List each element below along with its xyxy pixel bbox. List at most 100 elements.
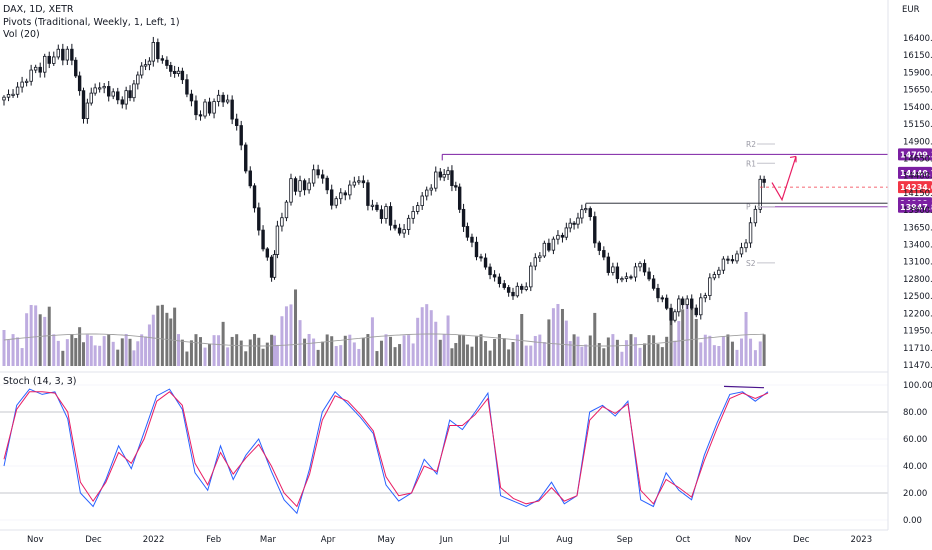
volume-bar xyxy=(602,348,606,366)
candle-body xyxy=(633,266,638,278)
time-tick-label: Dec xyxy=(793,535,810,545)
candle-body xyxy=(15,86,20,95)
candle xyxy=(620,276,624,283)
candle xyxy=(656,283,660,303)
candle xyxy=(520,283,524,294)
volume-bar xyxy=(316,349,320,366)
candle-body xyxy=(139,65,144,76)
candle-body xyxy=(180,70,185,81)
volume-bar xyxy=(593,312,597,366)
volume-bar xyxy=(669,312,673,366)
volume-bar xyxy=(643,343,647,366)
candle-body xyxy=(160,58,165,61)
candle-body xyxy=(156,42,160,60)
volume-bar xyxy=(703,334,707,366)
candle xyxy=(2,95,6,106)
candle-body xyxy=(429,187,433,191)
stoch-line-d xyxy=(3,391,769,508)
price-tick-label: 14150.00 xyxy=(903,189,932,199)
candle-body xyxy=(446,170,450,175)
volume-bar xyxy=(502,338,506,366)
volume-bar xyxy=(265,342,269,366)
volume-bar xyxy=(375,351,379,366)
volume-bar xyxy=(330,336,334,366)
candle-body xyxy=(397,227,402,234)
price-tick-label: 12200.00 xyxy=(903,309,932,319)
candle xyxy=(556,230,560,245)
candle-body xyxy=(680,298,685,306)
candle xyxy=(533,253,538,271)
volume-bar xyxy=(660,347,664,366)
volume-bar xyxy=(744,312,748,366)
candle-body xyxy=(361,180,366,184)
price-tick-label: 13400.00 xyxy=(903,241,932,251)
volume-bar xyxy=(730,341,734,366)
candle xyxy=(762,175,766,188)
candle xyxy=(551,236,556,255)
candle xyxy=(151,36,156,67)
candle xyxy=(633,262,638,282)
candle xyxy=(298,175,302,197)
candle-body xyxy=(588,208,592,218)
candle-body xyxy=(89,92,93,104)
volume-bar xyxy=(128,338,132,366)
candle-body xyxy=(212,101,216,114)
candle xyxy=(542,240,547,258)
price-box-label: 14440.78 xyxy=(900,169,932,178)
volume-bar xyxy=(542,342,546,366)
volume-bar xyxy=(147,324,151,366)
candle xyxy=(320,169,325,184)
candle-body xyxy=(717,269,721,275)
price-box xyxy=(898,166,932,179)
volume-bar xyxy=(529,345,533,366)
candle-body xyxy=(502,283,506,288)
candle xyxy=(169,61,173,77)
volume-bar xyxy=(681,309,685,366)
candle-body xyxy=(102,86,106,89)
candle-body xyxy=(438,171,442,178)
volume-bar xyxy=(434,321,438,366)
candle xyxy=(230,95,234,125)
candle-body xyxy=(483,257,488,268)
volume-bar xyxy=(762,334,766,366)
volume-bar xyxy=(226,347,230,366)
candle-body xyxy=(61,48,65,61)
candle-body xyxy=(470,236,474,243)
volume-bar xyxy=(454,343,458,366)
candle xyxy=(160,55,165,64)
candle-body xyxy=(357,180,361,183)
volume-bars xyxy=(2,289,766,366)
candle xyxy=(492,270,497,282)
volume-bar xyxy=(450,348,454,366)
candle xyxy=(461,203,466,232)
candle-body xyxy=(629,276,633,279)
volume-bar xyxy=(29,304,33,366)
volume-bar xyxy=(370,317,374,366)
candle xyxy=(568,218,572,233)
candle xyxy=(690,294,694,311)
candle xyxy=(185,74,189,98)
candle-body xyxy=(551,238,556,251)
price-tick-label: 15900.00 xyxy=(903,68,932,78)
volume-bar xyxy=(488,350,492,366)
candle xyxy=(450,165,454,192)
volume-bar xyxy=(208,343,212,366)
volume-bar xyxy=(257,337,261,366)
candle xyxy=(189,89,194,107)
candle-body xyxy=(638,262,642,268)
volume-bar xyxy=(389,336,393,366)
pivot-label: S2 xyxy=(746,259,756,268)
candle-body xyxy=(225,99,230,103)
candle-body xyxy=(492,274,497,278)
volume-bar xyxy=(270,334,274,366)
candle xyxy=(483,253,488,270)
candle xyxy=(280,212,284,232)
volume-bar xyxy=(624,340,628,366)
time-tick-label: Mar xyxy=(260,535,277,545)
candle xyxy=(107,80,111,102)
candle xyxy=(488,263,492,280)
stochastic-panel: 100.00 80.00 60.00 40.00 20.00 0.00 xyxy=(0,381,932,526)
volume-bar xyxy=(361,337,365,366)
candle-body xyxy=(143,64,148,67)
